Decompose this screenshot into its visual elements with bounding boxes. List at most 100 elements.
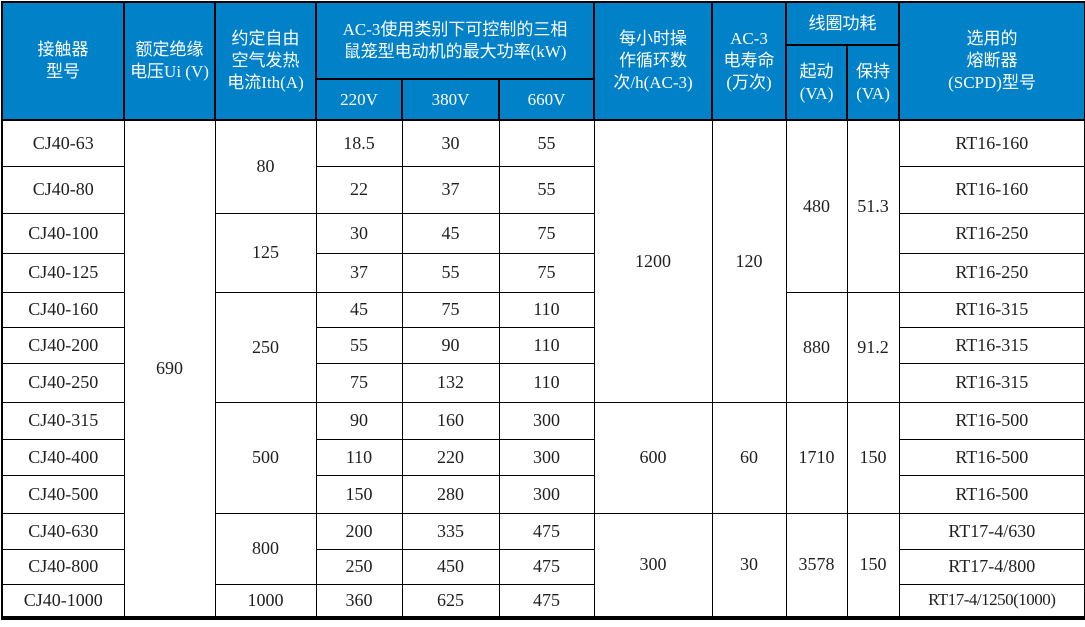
cell-kw660: 475	[498, 548, 595, 585]
header-rated-insulation-voltage: 额定绝缘 电压Ui (V)	[123, 1, 216, 121]
table-body: CJ40-63 690 80 18.5 30 55 1200 120 480 5…	[1, 119, 1085, 619]
cell-coil-start: 880	[785, 291, 848, 403]
table-row: CJ40-63 690 80 18.5 30 55 1200 120 480 5…	[1, 119, 1085, 619]
cell-ith: 800	[214, 512, 317, 585]
cell-ith: 250	[214, 291, 317, 403]
cell-kw220: 37	[315, 252, 403, 293]
cell-kw220: 18.5	[315, 119, 403, 167]
cell-kw380: 30	[401, 119, 500, 167]
cell-life: 60	[711, 401, 787, 514]
cell-kw660: 300	[498, 401, 595, 440]
cell-life: 120	[711, 119, 787, 403]
header-ac3-max-power: AC-3使用类别下可控制的三相 鼠笼型电动机的最大功率(kW)	[314, 1, 596, 80]
cell-kw380: 335	[401, 512, 500, 550]
cell-ith: 125	[214, 212, 317, 293]
cell-kw660: 475	[498, 583, 595, 619]
table-row: CJ40-500 150 280 300 RT16-500	[1, 474, 1085, 514]
cell-kw660: 110	[498, 291, 595, 328]
header-380v: 380V	[401, 78, 500, 121]
cell-kw380: 55	[401, 252, 500, 293]
cell-fuse: RT16-500	[898, 474, 1085, 514]
cell-model: CJ40-100	[1, 212, 125, 254]
table-row: CJ40-80 22 37 55 RT16-160	[1, 165, 1085, 214]
table-row: CJ40-250 75 132 110 RT16-315	[1, 362, 1085, 403]
cell-kw220: 360	[315, 583, 403, 619]
cell-fuse: RT16-250	[898, 212, 1085, 254]
cell-fuse: RT16-315	[898, 291, 1085, 328]
cell-kw660: 475	[498, 512, 595, 550]
cell-model: CJ40-80	[1, 165, 125, 214]
cell-fuse: RT17-4/1250(1000)	[898, 583, 1085, 619]
cell-kw220: 22	[315, 165, 403, 214]
cell-kw220: 110	[315, 438, 403, 476]
cell-fuse: RT16-160	[898, 165, 1085, 214]
header-ops-per-hour: 每小时操 作循环数 次/h(AC-3)	[593, 1, 714, 121]
cell-coil-hold: 91.2	[846, 291, 900, 403]
cell-kw220: 75	[315, 362, 403, 403]
cell-kw220: 45	[315, 291, 403, 328]
cell-model: CJ40-63	[1, 119, 125, 167]
header-coil-start: 起动 (VA)	[785, 44, 849, 121]
table-header: 接触器 型号 额定绝缘 电压Ui (V) 约定自由 空气发热 电流Ith(A) …	[1, 1, 1085, 121]
cell-model: CJ40-400	[1, 438, 125, 476]
cell-fuse: RT17-4/630	[898, 512, 1085, 550]
cell-fuse: RT16-315	[898, 326, 1085, 364]
cell-kw380: 280	[401, 474, 500, 514]
cell-kw660: 75	[498, 212, 595, 254]
header-row-2: 起动 (VA) 保持 (VA)	[2, 44, 1085, 121]
cell-kw660: 300	[498, 438, 595, 476]
cell-model: CJ40-800	[1, 548, 125, 585]
cell-ith: 500	[214, 401, 317, 514]
cell-kw380: 90	[401, 326, 500, 364]
cell-kw380: 625	[401, 583, 500, 619]
header-coil-hold: 保持 (VA)	[846, 44, 901, 121]
header-fuse: 选用的 熔断器 (SCPD)型号	[898, 1, 1085, 121]
cell-kw220: 30	[315, 212, 403, 254]
cell-kw380: 75	[401, 291, 500, 328]
table-row: CJ40-1000 1000 360 625 475 RT17-4/1250(1…	[1, 583, 1085, 619]
cell-fuse: RT16-500	[898, 438, 1085, 476]
cell-fuse: RT16-500	[898, 401, 1085, 440]
header-ac3-life: AC-3 电寿命 (万次)	[711, 1, 788, 121]
cell-kw380: 450	[401, 548, 500, 585]
cell-ops: 600	[593, 401, 713, 514]
cell-coil-hold: 150	[846, 401, 900, 514]
cell-model: CJ40-200	[1, 326, 125, 364]
header-thermal-current: 约定自由 空气发热 电流Ith(A)	[214, 1, 317, 121]
header-660v: 660V	[497, 78, 596, 121]
cell-model: CJ40-500	[1, 474, 125, 514]
table-row: CJ40-160 250 45 75 110 880 91.2 RT16-315	[1, 291, 1085, 403]
cell-kw220: 150	[315, 474, 403, 514]
cell-model: CJ40-1000	[1, 583, 125, 619]
table-row: CJ40-200 55 90 110 RT16-315	[1, 326, 1085, 364]
cell-kw380: 45	[401, 212, 500, 254]
cell-kw660: 300	[498, 474, 595, 514]
cell-kw380: 160	[401, 401, 500, 440]
cell-coil-hold: 150	[846, 512, 900, 619]
cell-kw660: 55	[498, 165, 595, 214]
cell-model: CJ40-125	[1, 252, 125, 293]
cell-kw380: 37	[401, 165, 500, 214]
cell-kw380: 220	[401, 438, 500, 476]
cell-coil-start: 1710	[785, 401, 848, 514]
cell-coil-hold: 51.3	[846, 119, 900, 293]
cell-kw660: 55	[498, 119, 595, 167]
cell-kw660: 110	[498, 326, 595, 364]
cell-model: CJ40-250	[1, 362, 125, 403]
cell-ith: 1000	[214, 583, 317, 619]
table-row: CJ40-125 37 55 75 RT16-250	[1, 252, 1085, 293]
cell-kw220: 200	[315, 512, 403, 550]
cell-kw220: 55	[315, 326, 403, 364]
cell-kw220: 90	[315, 401, 403, 440]
cell-model: CJ40-315	[1, 401, 125, 440]
cell-kw220: 250	[315, 548, 403, 585]
cell-fuse: RT16-250	[898, 252, 1085, 293]
cell-kw660: 75	[498, 252, 595, 293]
table-row: CJ40-630 800 200 335 475 300 30 3578 150…	[1, 512, 1085, 619]
cell-fuse: RT16-160	[898, 119, 1085, 167]
cell-coil-start: 480	[785, 119, 848, 293]
cell-fuse: RT16-315	[898, 362, 1085, 403]
header-coil-power: 线圈功耗	[785, 1, 901, 46]
